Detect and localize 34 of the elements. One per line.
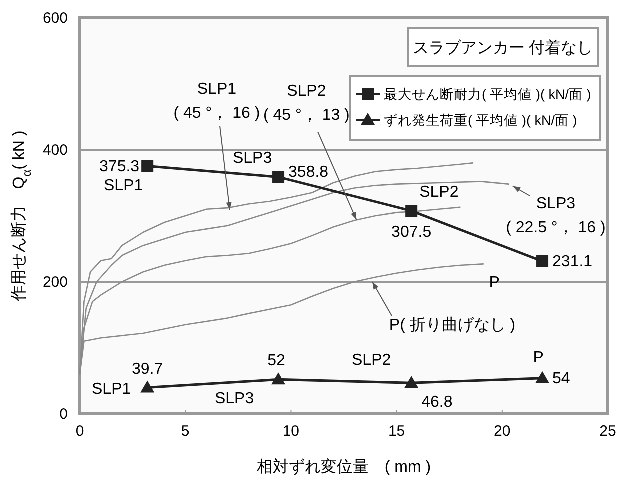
- data-label: 358.8: [288, 164, 329, 182]
- data-label: 375.3: [100, 158, 140, 176]
- data-label: 231.1: [552, 253, 593, 270]
- annotation: P: [489, 274, 500, 292]
- y-tick-label: 400: [42, 142, 68, 159]
- x-axis-title: 相対ずれ変位量 ( mm ): [256, 458, 432, 476]
- annotation: SLP3: [232, 150, 272, 168]
- x-tick-label: 25: [600, 423, 616, 440]
- data-label: 307.5: [392, 224, 432, 242]
- legend-label: 最大せん断耐力( 平均値 )( kN/面 ): [384, 87, 592, 102]
- annotation: SLP2: [420, 184, 459, 202]
- legend-label: ずれ発生荷重( 平均値 )( kN/面 ): [384, 113, 578, 128]
- annotation: SLP3 ( 22.5 °， 16 ): [506, 195, 606, 236]
- annotation: SLP3: [214, 390, 254, 408]
- x-tick-label: 20: [494, 423, 511, 440]
- annotation: SLP2: [352, 352, 392, 370]
- annotation: SLP1: [104, 177, 144, 194]
- text: スラブアンカー 付着なし: [412, 39, 594, 57]
- data-label: 46.8: [422, 394, 453, 412]
- y-tick-label: 200: [42, 274, 68, 291]
- annotation: SLP1: [92, 380, 132, 398]
- data-label: 54: [552, 370, 570, 388]
- y-tick-label: 0: [60, 406, 68, 423]
- annotation: P: [533, 349, 544, 366]
- annotation: SLP1 ( 45 °， 16 ): [174, 81, 260, 122]
- data-label: 39.7: [132, 360, 164, 378]
- x-tick-label: 5: [181, 423, 190, 440]
- annotation: SLP2 ( 45 °， 13 ): [263, 82, 350, 124]
- x-tick-label: 15: [388, 423, 406, 440]
- data-label: 52: [268, 352, 286, 370]
- y-tick-label: 600: [42, 10, 68, 27]
- annotation: P( 折り曲げなし ): [389, 316, 516, 334]
- x-tick-label: 10: [282, 423, 300, 440]
- x-tick-label: 0: [76, 423, 84, 440]
